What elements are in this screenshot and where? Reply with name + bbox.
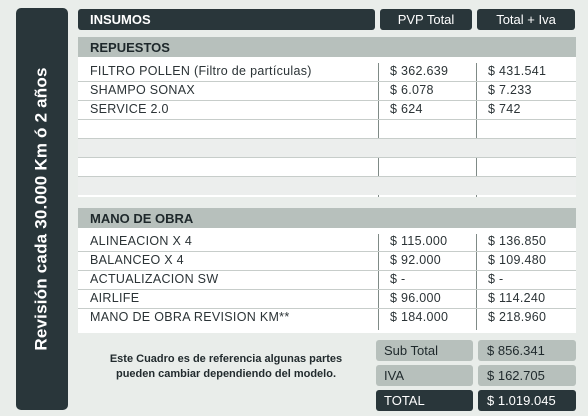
row-total: $ 7.233 <box>488 83 532 97</box>
repuestos-panel: REPUESTOS FILTRO POLLEN (Filtro de partí… <box>78 37 576 197</box>
table-row: ACTUALIZACION SW $ - $ - <box>78 271 576 290</box>
row-pvp: $ 6.078 <box>390 83 434 97</box>
iva-label: IVA <box>376 365 473 386</box>
side-banner: Revisión cada 30.000 Km ó 2 años <box>16 8 68 410</box>
table-row-empty <box>78 139 576 158</box>
column-divider-total <box>476 63 477 197</box>
row-name: AIRLIFE <box>90 291 140 305</box>
table-row: AIRLIFE $ 96.000 $ 114.240 <box>78 290 576 309</box>
row-total: $ 109.480 <box>488 253 547 267</box>
row-name: ALINEACION X 4 <box>90 234 193 248</box>
table-row-empty <box>78 158 576 177</box>
header-total-iva: Total + Iva <box>477 9 575 30</box>
column-divider-pvp <box>378 234 379 330</box>
subtotal-label: Sub Total <box>376 340 473 361</box>
row-name: FILTRO POLLEN (Filtro de partículas) <box>90 64 312 78</box>
reference-note: Este Cuadro es de referencia algunas par… <box>109 353 343 380</box>
row-total: $ - <box>488 272 504 286</box>
table-row-empty <box>78 120 576 139</box>
row-name: MANO DE OBRA REVISION KM** <box>90 310 290 324</box>
table-row: MANO DE OBRA REVISION KM** $ 184.000 $ 2… <box>78 309 576 327</box>
row-pvp: $ 92.000 <box>390 253 442 267</box>
subtotal-value: $ 856.341 <box>478 340 576 361</box>
row-total: $ 136.850 <box>488 234 547 248</box>
table-row: BALANCEO X 4 $ 92.000 $ 109.480 <box>78 252 576 271</box>
column-divider-total <box>476 234 477 330</box>
row-name: ACTUALIZACION SW <box>90 272 219 286</box>
row-pvp: $ 362.639 <box>390 64 449 78</box>
row-total: $ 742 <box>488 102 521 116</box>
row-total: $ 218.960 <box>488 310 547 324</box>
column-divider-pvp <box>378 63 379 197</box>
row-pvp: $ 624 <box>390 102 423 116</box>
table-row-empty <box>78 177 576 195</box>
table-row: SHAMPO SONAX $ 6.078 $ 7.233 <box>78 82 576 101</box>
row-pvp: $ 96.000 <box>390 291 442 305</box>
row-pvp: $ - <box>390 272 406 286</box>
row-name: SERVICE 2.0 <box>90 102 169 116</box>
row-name: BALANCEO X 4 <box>90 253 184 267</box>
row-pvp: $ 184.000 <box>390 310 449 324</box>
table-row: ALINEACION X 4 $ 115.000 $ 136.850 <box>78 233 576 252</box>
table-row: FILTRO POLLEN (Filtro de partículas) $ 3… <box>78 63 576 82</box>
total-label: TOTAL <box>376 390 473 411</box>
header-pvp-total: PVP Total <box>380 9 472 30</box>
side-banner-text: Revisión cada 30.000 Km ó 2 años <box>32 67 51 351</box>
row-total: $ 431.541 <box>488 64 547 78</box>
table-row: SERVICE 2.0 $ 624 $ 742 <box>78 101 576 120</box>
mano-de-obra-panel: MANO DE OBRA ALINEACION X 4 $ 115.000 $ … <box>78 208 576 333</box>
row-pvp: $ 115.000 <box>390 234 448 248</box>
iva-value: $ 162.705 <box>478 365 576 386</box>
row-name: SHAMPO SONAX <box>90 83 196 97</box>
row-total: $ 114.240 <box>488 291 546 305</box>
mano-de-obra-title: MANO DE OBRA <box>78 208 576 228</box>
header-insumos: INSUMOS <box>78 9 375 30</box>
total-value: $ 1.019.045 <box>478 390 576 411</box>
repuestos-title: REPUESTOS <box>78 37 576 57</box>
